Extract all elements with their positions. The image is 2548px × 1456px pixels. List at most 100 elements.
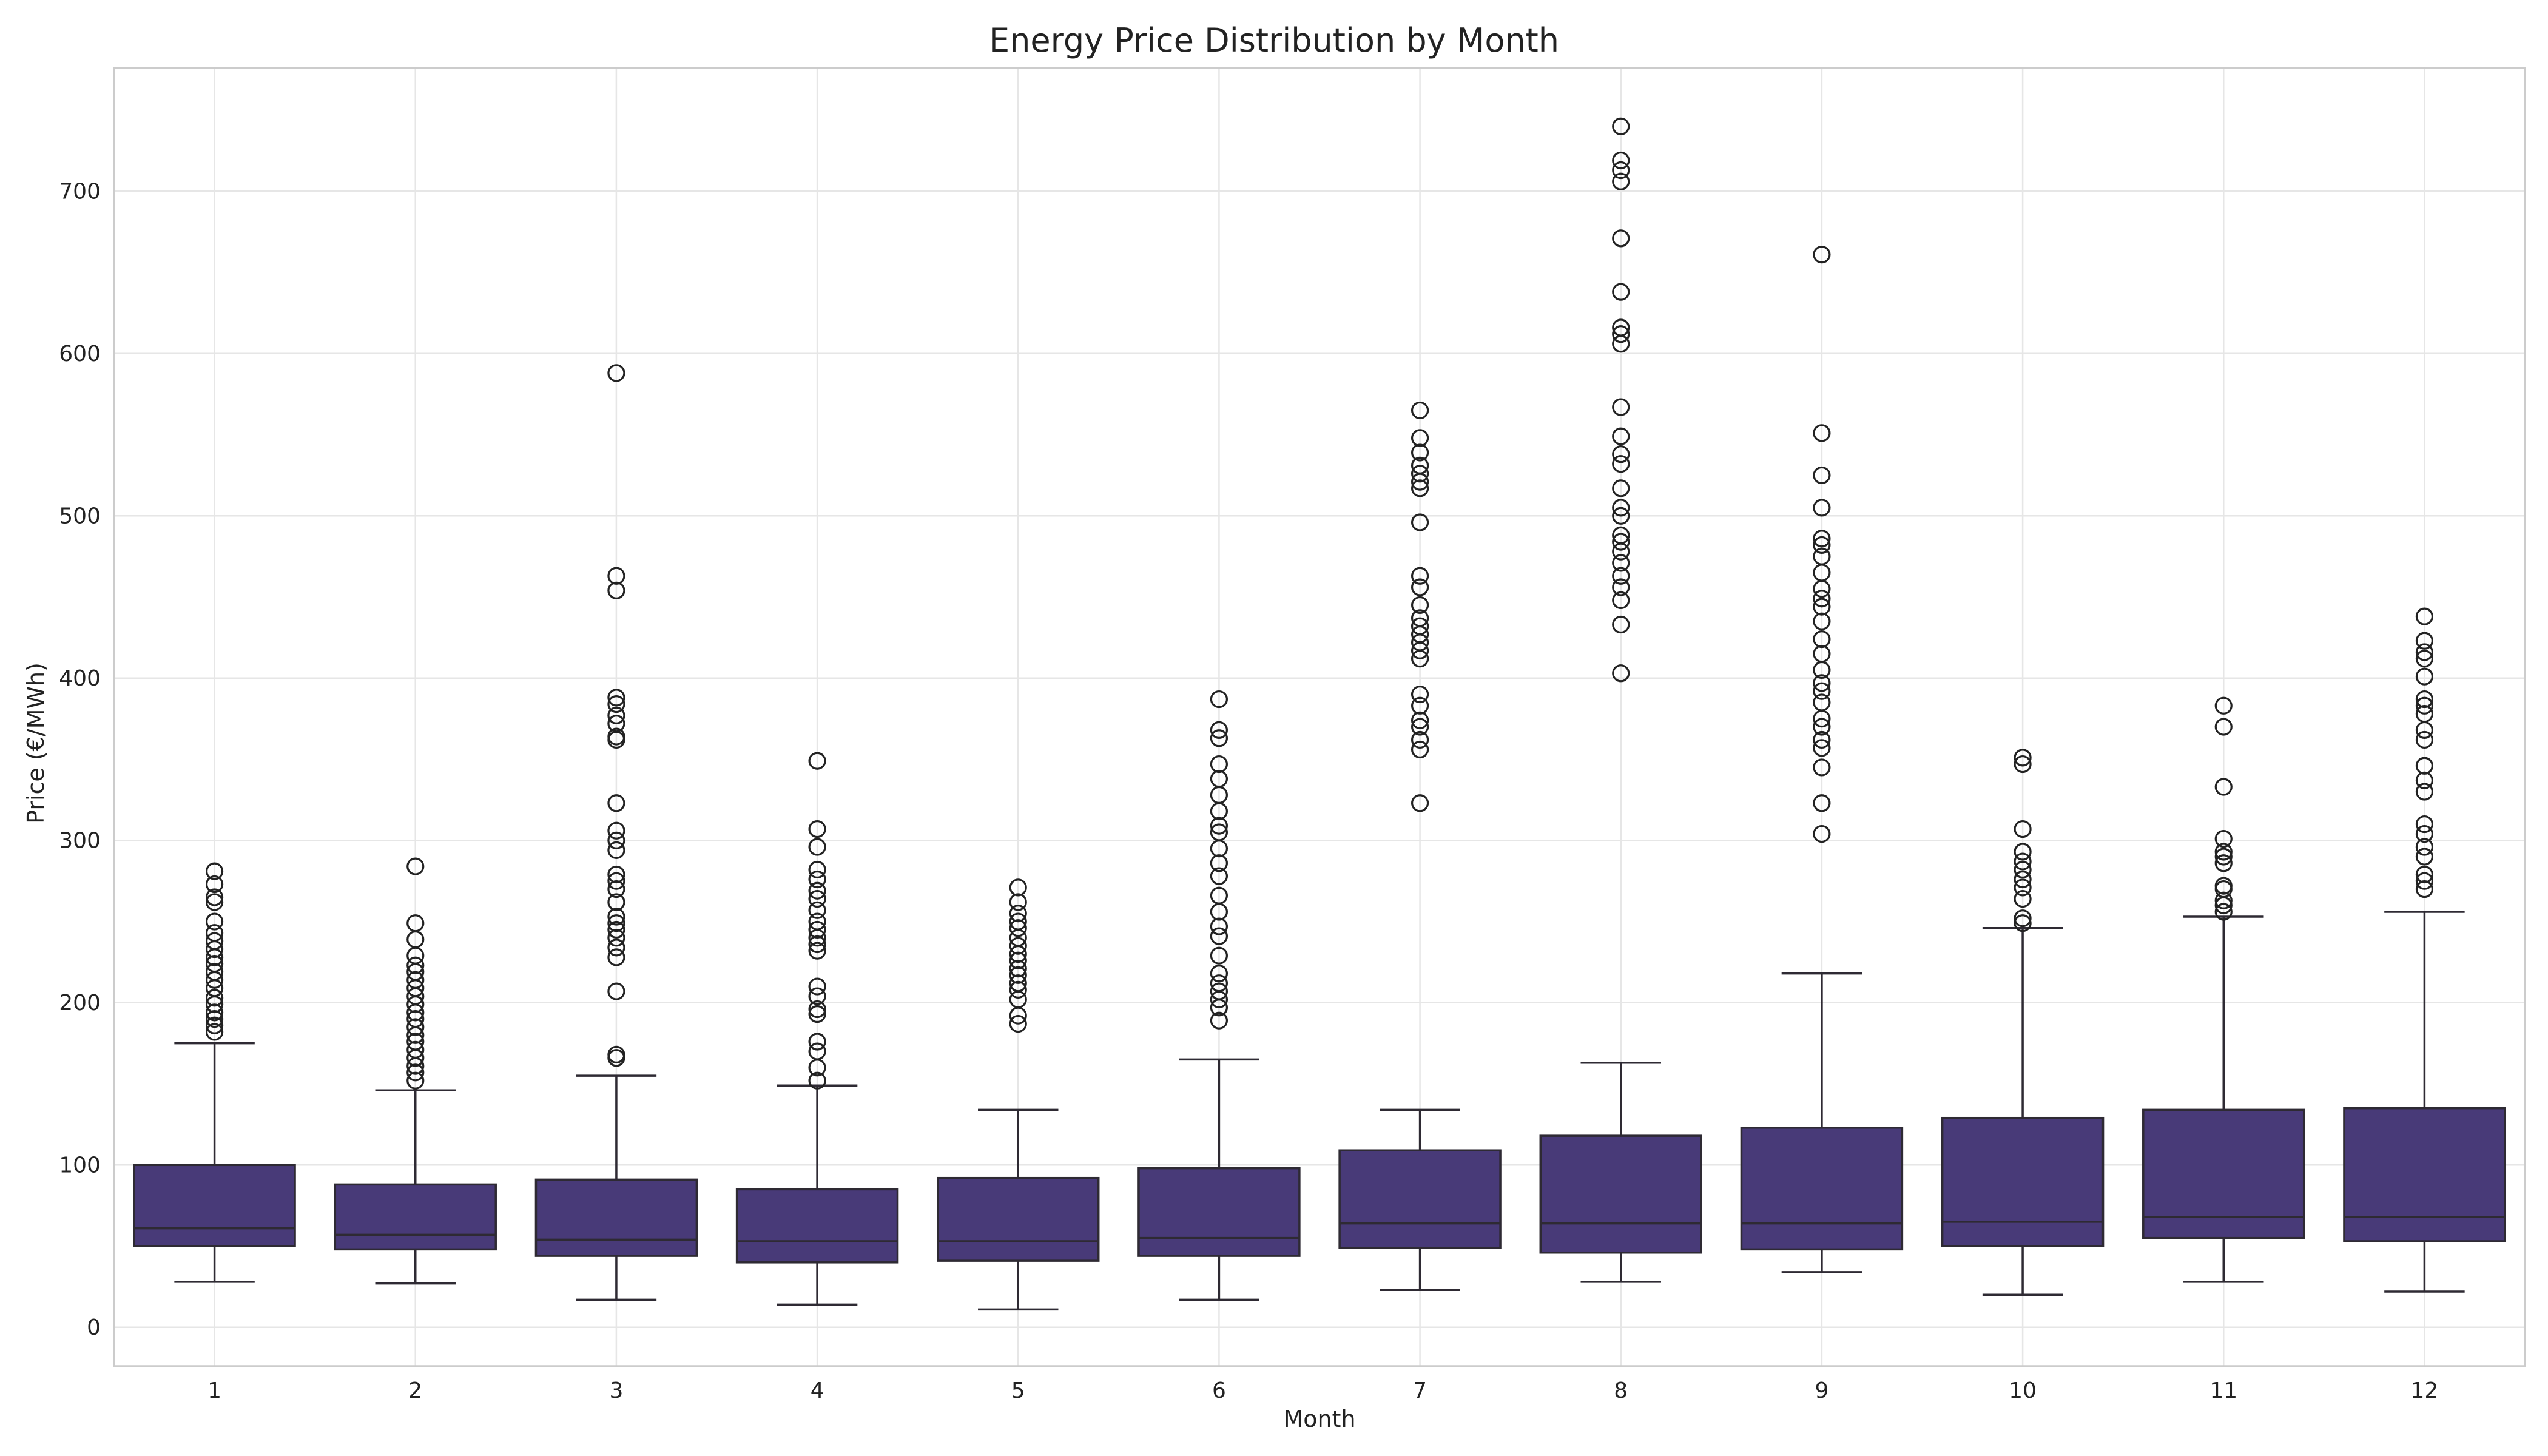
outlier-point — [205, 1023, 224, 1041]
outlier-point — [1612, 117, 1630, 135]
outlier-point — [1813, 645, 1831, 663]
outlier-point — [808, 838, 826, 856]
outlier-point — [1612, 283, 1630, 301]
outlier-point — [205, 1016, 224, 1034]
outlier-point — [1813, 246, 1831, 264]
y-axis-label: Price (€/MWh) — [22, 662, 49, 824]
outlier-point — [1410, 609, 1429, 627]
outlier-point — [205, 963, 224, 981]
outlier-point — [205, 932, 224, 950]
x-tick-label: 4 — [811, 1378, 824, 1403]
outlier-point — [1612, 229, 1630, 248]
outlier-point — [1410, 794, 1429, 812]
outlier-point — [808, 889, 826, 908]
outlier-point — [808, 881, 826, 900]
outlier-point — [808, 1071, 826, 1090]
outlier-point — [607, 695, 625, 713]
outlier-point — [1210, 946, 1228, 965]
outlier-point — [1813, 499, 1831, 517]
outlier-point — [205, 1009, 224, 1028]
outlier-point — [607, 567, 625, 585]
outlier-point — [607, 893, 625, 911]
iqr-box — [1138, 1167, 1301, 1257]
outlier-point — [1410, 718, 1429, 736]
outlier-point — [607, 581, 625, 599]
y-tick-label: 500 — [59, 504, 101, 528]
outlier-point — [1410, 617, 1429, 635]
x-tick-label: 10 — [2009, 1378, 2037, 1403]
box-group-month-1 — [133, 862, 296, 1283]
iqr-box — [334, 1183, 497, 1251]
outlier-point — [607, 831, 625, 849]
outlier-point — [808, 987, 826, 1005]
outlier-point — [1009, 966, 1027, 984]
outlier-point — [205, 893, 224, 911]
outlier-point — [1009, 951, 1027, 969]
outlier-point — [1813, 739, 1831, 757]
outlier-point — [2014, 843, 2032, 861]
outlier-point — [1410, 740, 1429, 759]
outlier-point — [205, 862, 224, 880]
outlier-point — [1612, 479, 1630, 497]
outlier-point — [2014, 914, 2032, 932]
outlier-point — [607, 715, 625, 733]
outlier-point — [205, 954, 224, 973]
outlier-point — [2014, 852, 2032, 871]
outlier-point — [607, 929, 625, 947]
outlier-point — [2415, 643, 2434, 661]
outlier-point — [1410, 711, 1429, 729]
outlier-point — [1612, 567, 1630, 585]
outlier-point — [1210, 1011, 1228, 1030]
outlier-point — [808, 1005, 826, 1023]
outlier-point — [1813, 612, 1831, 630]
outlier-point — [1009, 937, 1027, 955]
outlier-point — [1210, 886, 1228, 905]
outlier-point — [808, 901, 826, 919]
outlier-point — [2415, 757, 2434, 775]
iqr-box — [937, 1176, 1100, 1262]
y-tick-label: 600 — [59, 342, 101, 366]
outlier-point — [1813, 693, 1831, 712]
outlier-point — [808, 1000, 826, 1019]
x-tick-label: 2 — [408, 1378, 422, 1403]
outlier-point — [1410, 443, 1429, 462]
outlier-point — [1612, 526, 1630, 545]
outlier-point — [2014, 749, 2032, 767]
x-tick-label: 7 — [1413, 1378, 1427, 1403]
outlier-point — [808, 860, 826, 879]
box-group-month-10 — [1941, 749, 2105, 1296]
outlier-point — [406, 956, 425, 974]
outlier-point — [1210, 690, 1228, 709]
outlier-point — [1410, 479, 1429, 497]
chart-title: Energy Price Distribution by Month — [989, 21, 1559, 59]
outlier-point — [1612, 161, 1630, 180]
outlier-point — [1813, 547, 1831, 565]
plot-frame — [113, 67, 2526, 1367]
outlier-point — [1813, 630, 1831, 649]
x-tick-label: 5 — [1011, 1378, 1025, 1403]
outlier-point — [1813, 674, 1831, 692]
outlier-point — [1612, 325, 1630, 343]
outlier-point — [1612, 664, 1630, 682]
outlier-point — [2214, 696, 2233, 715]
outlier-point — [808, 820, 826, 838]
outlier-point — [2415, 771, 2434, 789]
outlier-point — [1612, 499, 1630, 517]
outlier-point — [2415, 815, 2434, 834]
outlier-point — [1009, 905, 1027, 923]
outlier-point — [2415, 632, 2434, 650]
outlier-point — [1410, 730, 1429, 749]
outlier-point — [205, 875, 224, 894]
outlier-point — [2214, 843, 2233, 861]
outlier-point — [1612, 554, 1630, 572]
outlier-point — [607, 1045, 625, 1064]
outlier-point — [2415, 872, 2434, 890]
outlier-point — [406, 1009, 425, 1028]
y-tick-label: 400 — [59, 666, 101, 691]
outlier-point — [2415, 696, 2434, 715]
x-tick-label: 8 — [1614, 1378, 1628, 1403]
outlier-point — [1612, 318, 1630, 337]
outlier-point — [607, 914, 625, 932]
outlier-point — [1612, 151, 1630, 170]
